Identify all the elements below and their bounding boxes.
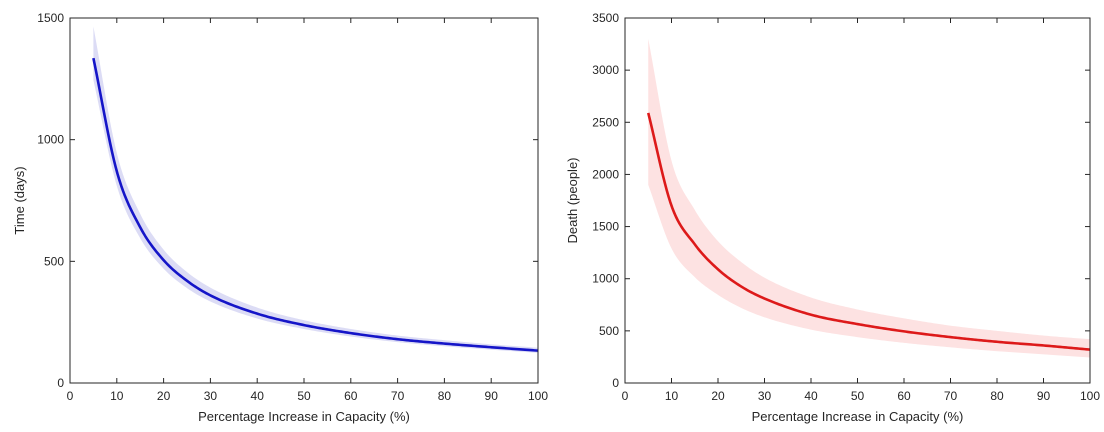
x-tick-label: 50 [851, 389, 865, 403]
y-axis-label: Time (days) [12, 166, 27, 234]
x-tick-label: 40 [804, 389, 818, 403]
x-tick-label: 10 [110, 389, 124, 403]
y-tick-label: 0 [57, 376, 64, 390]
x-tick-label: 100 [528, 389, 548, 403]
y-tick-label: 1000 [592, 272, 619, 286]
x-tick-label: 60 [897, 389, 911, 403]
y-tick-label: 500 [599, 324, 619, 338]
y-tick-label: 3500 [592, 11, 619, 25]
x-tick-label: 70 [391, 389, 405, 403]
chart-panel-1: 0 10 20 30 40 50 60 70 80 90 100050010001500Percen… [12, 11, 548, 424]
confidence-band [648, 38, 1090, 358]
y-tick-label: 500 [44, 254, 64, 268]
x-tick-label: 80 [438, 389, 452, 403]
x-axis-label: Percentage Increase in Capacity (%) [198, 409, 410, 424]
series-line [92, 57, 539, 352]
x-tick-label: 60 [344, 389, 358, 403]
x-tick-label: 30 [204, 389, 218, 403]
x-tick-label: 10 [665, 389, 679, 403]
x-tick-label: 50 [297, 389, 311, 403]
x-tick-label: 90 [485, 389, 499, 403]
x-tick-label: 70 [944, 389, 958, 403]
y-tick-label: 1500 [592, 220, 619, 234]
x-tick-label: 100 [1080, 389, 1100, 403]
chart-panel-2: 0 10 20 30 40 50 60 70 80 90 100050010001500200025… [565, 11, 1100, 424]
x-tick-label: 40 [251, 389, 265, 403]
x-tick-label: 80 [990, 389, 1004, 403]
y-tick-label: 2000 [592, 167, 619, 181]
y-tick-label: 1000 [37, 133, 64, 147]
y-tick-label: 0 [612, 376, 619, 390]
x-axis-label: Percentage Increase in Capacity (%) [752, 409, 964, 424]
x-tick-label: 20 [157, 389, 171, 403]
confidence-band [93, 26, 539, 353]
x-tick-label: 20 [711, 389, 725, 403]
series-line [646, 112, 1091, 351]
y-tick-label: 3000 [592, 63, 619, 77]
x-tick-label: 90 [1037, 389, 1051, 403]
x-tick-label: 30 [758, 389, 772, 403]
y-tick-label: 2500 [592, 115, 619, 129]
y-tick-label: 1500 [37, 11, 64, 25]
x-tick-label: 0 [622, 389, 629, 403]
y-axis-label: Death (people) [565, 158, 580, 244]
x-tick-label: 0 [67, 389, 74, 403]
